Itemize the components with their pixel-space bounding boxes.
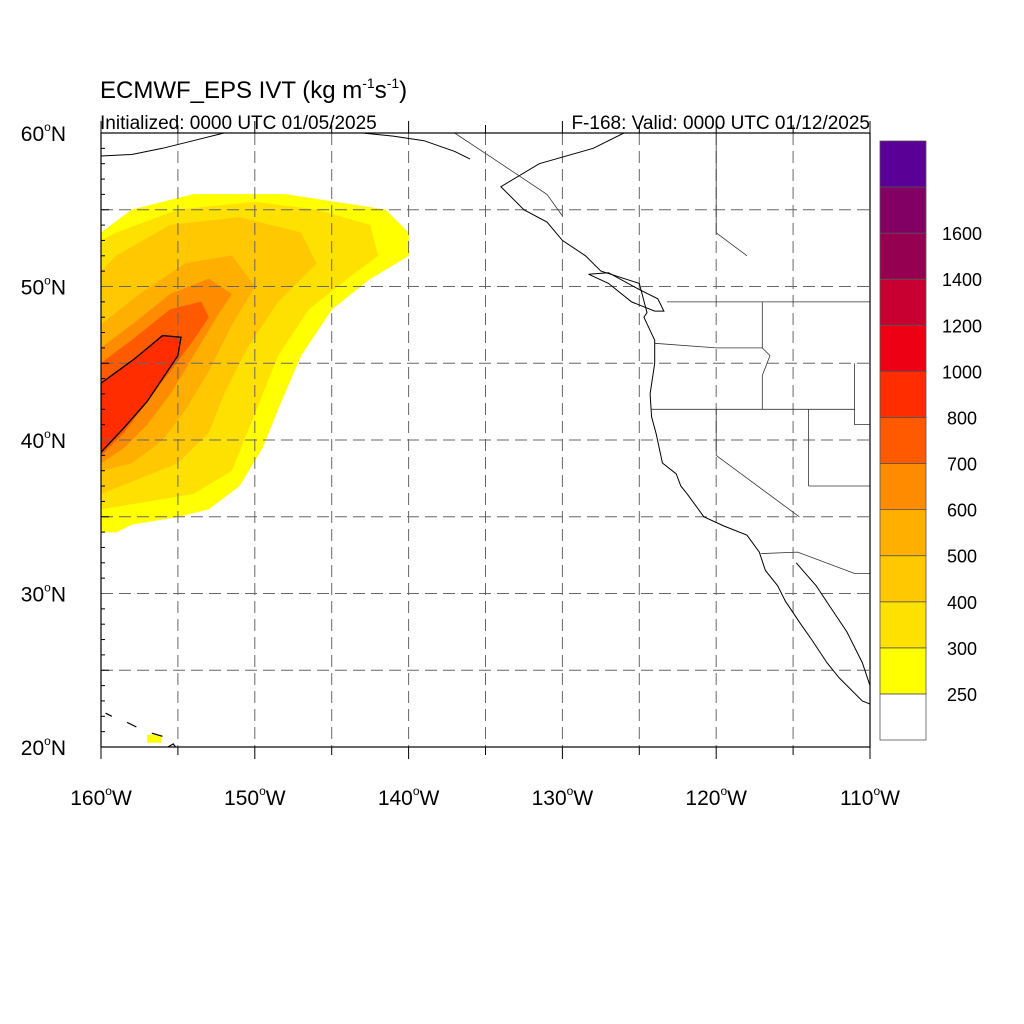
lat-label-hemisphere: N: [51, 277, 66, 300]
lat-label: 20oN: [21, 734, 66, 760]
init-time-label: Initialized: 0000 UTC 01/05/2025: [100, 113, 377, 134]
colorbar-label: 250: [947, 685, 977, 705]
lat-label-hemisphere: N: [51, 737, 66, 760]
lat-label-number: 30: [21, 584, 44, 607]
colorbar-swatch: [880, 648, 926, 694]
lon-label-number: 110: [840, 787, 873, 810]
colorbar-label: 500: [947, 547, 977, 567]
colorbar-swatch: [880, 510, 926, 556]
lat-label-number: 40: [21, 430, 44, 453]
colorbar-swatch: [880, 694, 926, 740]
lon-label-hemisphere: W: [880, 787, 900, 810]
colorbar-swatch: [880, 464, 926, 510]
colorbar-swatch: [880, 187, 926, 233]
colorbar-label: 300: [947, 639, 977, 659]
colorbar-swatch: [880, 602, 926, 648]
lon-label-number: 140: [378, 787, 413, 810]
lat-label: 30oN: [21, 581, 66, 607]
lon-label-number: 150: [224, 787, 259, 810]
lon-label-number: 130: [532, 787, 567, 810]
lon-label: 110oW: [840, 784, 900, 810]
colorbar-label: 800: [947, 408, 977, 428]
colorbar-swatch: [880, 417, 926, 463]
title-sup2: -1: [387, 75, 400, 91]
colorbar-swatch: [880, 371, 926, 417]
lat-label-hemisphere: N: [51, 584, 66, 607]
lon-label-hemisphere: W: [266, 787, 286, 810]
lat-label: 50oN: [21, 274, 66, 300]
figure-title: ECMWF_EPS IVT (kg m-1s-1): [100, 75, 407, 104]
lon-label: 160oW: [70, 784, 132, 810]
colorbar-label: 1200: [942, 316, 982, 336]
valid-time-label: F-168: Valid: 0000 UTC 01/12/2025: [571, 113, 870, 134]
colorbar: 250 300 400 500 600 700 800 1000 1200 1400 1600: [880, 141, 982, 740]
longitude-labels: 160oW 150oW 140oW 130oW 120oW 110oW: [70, 784, 900, 810]
lat-label-number: 50: [21, 277, 44, 300]
lon-label: 150oW: [224, 784, 286, 810]
lon-label-number: 120: [685, 787, 720, 810]
colorbar-label: 1400: [942, 270, 982, 290]
lon-label: 130oW: [532, 784, 594, 810]
title-end: ): [399, 77, 407, 104]
lon-label-hemisphere: W: [420, 787, 440, 810]
lon-label-hemisphere: W: [112, 787, 132, 810]
lat-label-hemisphere: N: [51, 123, 66, 146]
title-mid: s: [375, 77, 387, 104]
colorbar-label: 1600: [942, 224, 982, 244]
latitude-labels: 60oN 50oN 40oN 30oN 20oN: [21, 120, 66, 760]
colorbar-swatch: [880, 279, 926, 325]
colorbar-label: 400: [947, 593, 977, 613]
colorbar-label: 600: [947, 501, 977, 521]
lon-label-hemisphere: W: [573, 787, 593, 810]
colorbar-swatch: [880, 233, 926, 279]
lat-label-number: 20: [21, 737, 44, 760]
colorbar-swatch: [880, 141, 926, 187]
colorbar-label: 1000: [942, 362, 982, 382]
lon-label: 140oW: [378, 784, 440, 810]
lat-label: 40oN: [21, 427, 66, 453]
lon-label: 120oW: [685, 784, 747, 810]
title-main: ECMWF_EPS IVT (kg m: [100, 77, 362, 104]
title-sup1: -1: [362, 75, 375, 91]
svg-text:ECMWF_EPS IVT (kg m-1s-1): ECMWF_EPS IVT (kg m-1s-1): [100, 75, 407, 104]
colorbar-label: 700: [947, 455, 977, 475]
colorbar-swatch: [880, 556, 926, 602]
lat-label: 60oN: [21, 120, 66, 146]
lon-label-hemisphere: W: [727, 787, 747, 810]
lon-label-number: 160: [70, 787, 105, 810]
lat-label-hemisphere: N: [51, 430, 66, 453]
colorbar-swatch: [880, 325, 926, 371]
lat-label-number: 60: [21, 123, 44, 146]
